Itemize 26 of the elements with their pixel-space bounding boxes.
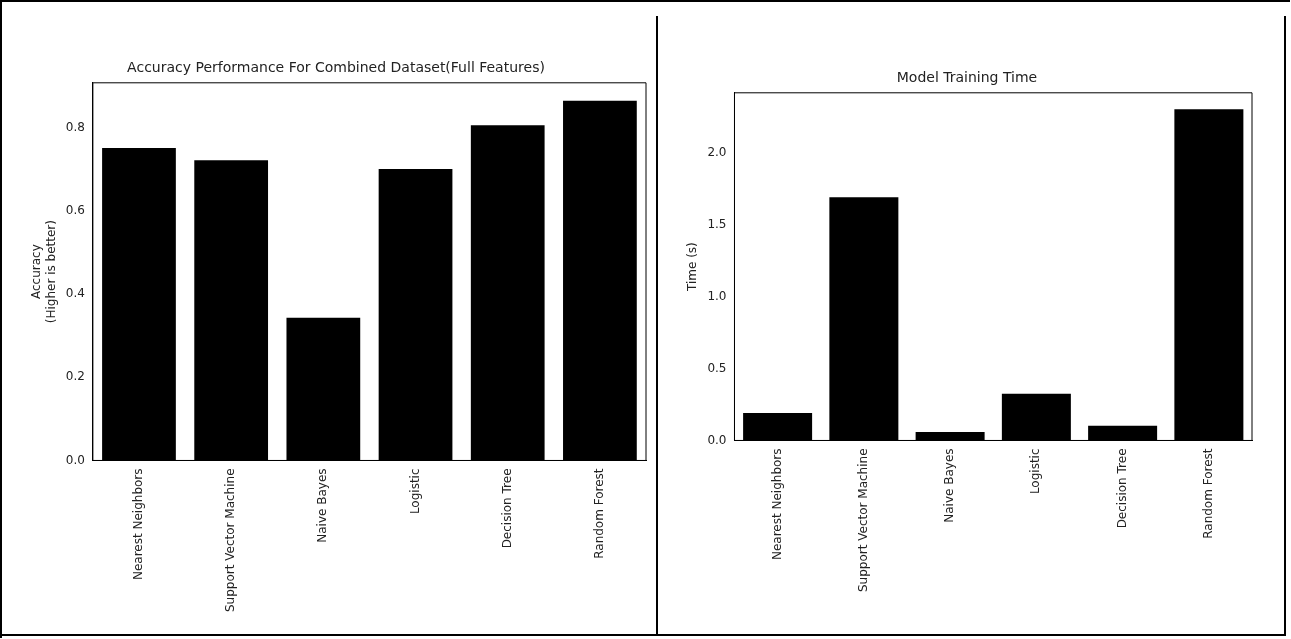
y-tick-label: 1.5	[707, 216, 727, 231]
y-tick-label: 0.0	[707, 432, 727, 447]
x-tick-label: Logistic	[1028, 448, 1043, 495]
x-tick-label: Decision Tree	[499, 468, 514, 549]
x-tick-label: Decision Tree	[1114, 448, 1129, 529]
x-tick-label: Naive Bayes	[942, 448, 957, 523]
chart-title: Accuracy Performance For Combined Dataset(Full Features)	[127, 59, 545, 76]
x-tick-label: Support Vector Machine	[855, 448, 870, 593]
chart-title: Model Training Time	[896, 69, 1038, 86]
x-tick-label: Logistic	[407, 468, 422, 515]
y-axis-title: Time (s)	[685, 242, 700, 293]
x-tick-label: Support Vector Machine	[223, 468, 238, 613]
x-tick-label: Naive Bayes	[315, 468, 330, 543]
x-tick-label: Random Forest	[592, 468, 607, 559]
y-tick-label: 0.4	[65, 286, 85, 301]
y-tick-label: 0.2	[65, 369, 85, 384]
x-tick-label: Nearest Neighbors	[769, 448, 784, 561]
y-axis-title: Accuracy (Higher is better)	[29, 220, 58, 324]
y-tick-label: 0.8	[65, 119, 85, 134]
y-tick-label: 0.5	[707, 360, 727, 375]
y-tick-label: 2.0	[707, 144, 727, 159]
y-tick-label: 1.0	[707, 288, 727, 303]
x-tick-label: Nearest Neighbors	[131, 468, 146, 581]
x-tick-label: Random Forest	[1201, 448, 1215, 539]
y-tick-label: 0.6	[65, 203, 85, 218]
y-tick-label: 0.0	[65, 452, 85, 467]
